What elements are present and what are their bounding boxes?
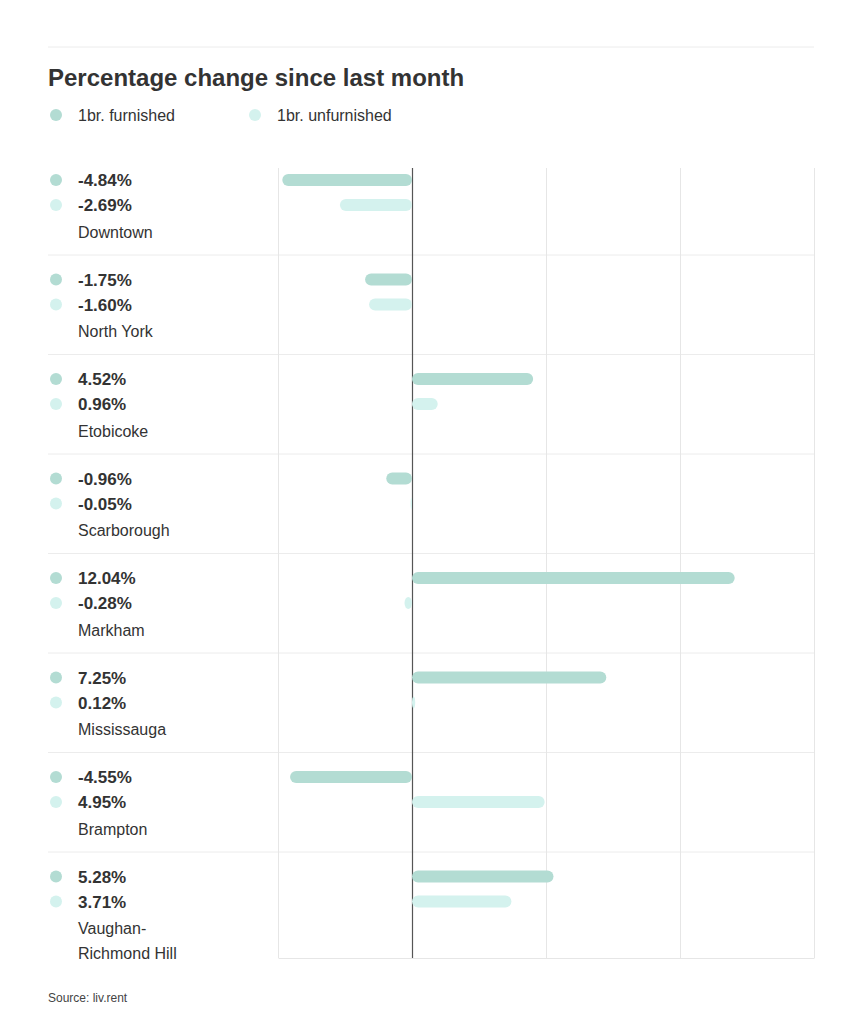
category-label: Scarborough [78,522,170,539]
category-label: Brampton [78,821,147,838]
bar [412,796,545,808]
top-rule [48,47,814,48]
bar [412,896,511,908]
row-separator [48,553,814,554]
row-separator [48,752,814,753]
label-swatch [50,498,62,510]
tick [412,168,413,958]
legend-swatch [50,109,62,121]
labels: -4.84% -2.69% Downtown -1.75% -1.60% North Yo… [50,171,177,962]
category-label: Markham [78,622,145,639]
label-swatch [50,697,62,709]
data-label: -0.96% [78,470,132,489]
source: Source: liv.rent [48,991,128,1005]
row-separator [48,653,814,654]
legend-swatch [249,109,261,121]
row-separator [48,255,814,256]
legend-item: 1br. furnished [50,107,175,124]
bar [282,174,412,186]
data-label: 3.71% [78,893,126,912]
label-swatch [50,174,62,186]
data-label: 12.04% [78,569,136,588]
category-label: North York [78,323,154,340]
data-label: 5.28% [78,868,126,887]
bar [412,672,606,684]
label-swatch [50,796,62,808]
label-swatch [50,771,62,783]
data-label: -1.75% [78,271,132,290]
data-label: 7.25% [78,669,126,688]
bar [365,274,412,286]
bar [386,473,412,485]
tick [814,168,815,958]
zero-line [412,168,413,958]
label-swatch [50,473,62,485]
label-swatch [50,672,62,684]
data-label: 4.95% [78,793,126,812]
row-separator [48,852,814,853]
bar [412,398,438,410]
bar [412,871,554,883]
label-swatch [50,274,62,286]
grid-line [546,168,547,958]
label-swatch [50,896,62,908]
tick [546,168,547,958]
grid-line [278,168,279,958]
label-swatch [50,199,62,211]
axis-line [279,958,815,959]
bar [404,597,412,609]
data-label: -0.28% [78,594,132,613]
bar [411,498,412,510]
category-label: Downtown [78,224,153,241]
legend-item: 1br. unfurnished [249,107,392,124]
category-label: Etobicoke [78,423,148,440]
chart: Percentage change since last month 1br. f… [0,0,862,1024]
title: Percentage change since last month [48,64,464,91]
x-axis [279,168,815,959]
bar [340,199,412,211]
label-swatch [50,871,62,883]
bar [290,771,412,783]
label-swatch [50,299,62,311]
tick [680,168,681,958]
bar [412,572,735,584]
row-separator [48,454,814,455]
category-label: Mississauga [78,721,166,738]
bar [412,373,533,385]
legend-label: 1br. furnished [78,107,175,124]
data-label: 0.12% [78,694,126,713]
bar [412,697,415,709]
row-separator [48,354,814,355]
category-label: Vaughan-Richmond Hill [78,920,177,962]
label-swatch [50,373,62,385]
bar [369,299,412,311]
data-label: -4.84% [78,171,132,190]
data-label: -0.05% [78,495,132,514]
data-label: 0.96% [78,395,126,414]
label-swatch [50,398,62,410]
tick [278,168,279,958]
data-label: -1.60% [78,296,132,315]
data-label: -2.69% [78,196,132,215]
data-label: 4.52% [78,370,126,389]
legend-label: 1br. unfurnished [277,107,392,124]
grid-line [814,168,815,958]
bars [282,174,734,908]
data-label: -4.55% [78,768,132,787]
grid-line [680,168,681,958]
label-swatch [50,572,62,584]
label-swatch [50,597,62,609]
